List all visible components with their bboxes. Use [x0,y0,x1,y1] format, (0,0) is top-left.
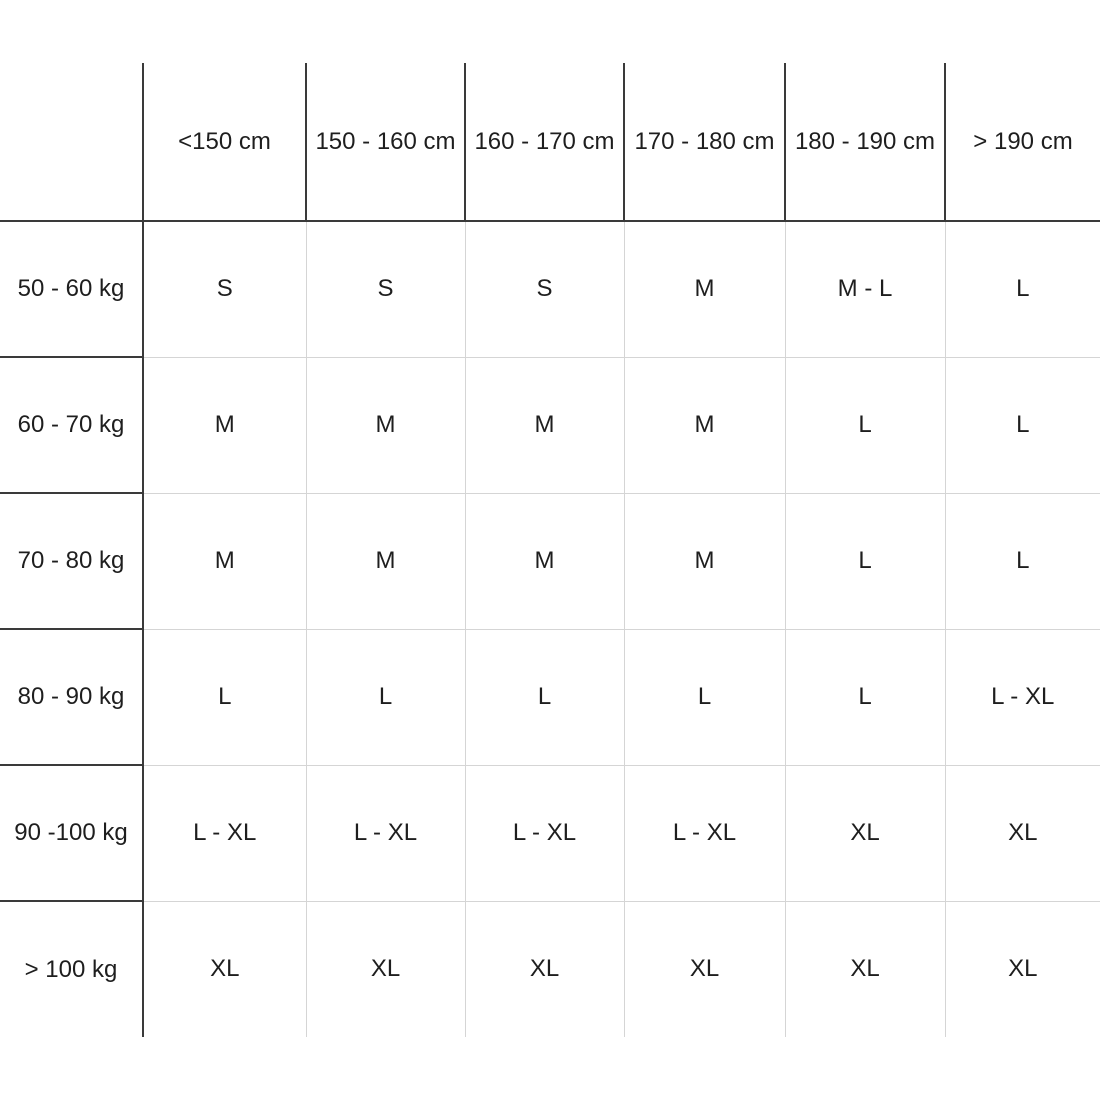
size-cell: XL [785,901,946,1037]
column-header-height: <150 cm [142,63,306,222]
size-cell: L - XL [945,629,1100,766]
row-header-weight: > 100 kg [0,901,144,1037]
size-cell: L - XL [465,765,625,902]
table-row: 50 - 60 kg S S S M M - L L [0,221,1100,358]
table-row: 70 - 80 kg M M M M L L [0,493,1100,630]
size-cell: M [624,221,786,358]
size-cell: S [306,221,466,358]
corner-cell [0,63,143,222]
column-header-height: 160 - 170 cm [464,63,624,222]
size-cell: L [624,629,786,766]
size-cell: L [785,493,946,630]
size-cell: M [624,357,786,494]
column-header-height: 170 - 180 cm [623,63,785,222]
row-header-weight: 90 -100 kg [0,765,144,902]
size-cell: M [465,357,625,494]
size-cell: M [143,493,307,630]
column-header-height: 150 - 160 cm [305,63,465,222]
size-cell: L [785,357,946,494]
size-cell: XL [465,901,625,1037]
table-row: 60 - 70 kg M M M M L L [0,357,1100,494]
size-cell: M [624,493,786,630]
header-row: <150 cm 150 - 160 cm 160 - 170 cm 170 - … [0,63,1100,222]
table-row: 80 - 90 kg L L L L L L - XL [0,629,1100,766]
row-header-weight: 50 - 60 kg [0,221,144,358]
size-cell: M [306,493,466,630]
size-cell: L [945,221,1100,358]
row-header-weight: 80 - 90 kg [0,629,144,766]
size-cell: L [306,629,466,766]
column-header-height: > 190 cm [944,63,1100,222]
size-cell: L [945,493,1100,630]
column-header-height: 180 - 190 cm [784,63,945,222]
size-cell: L - XL [306,765,466,902]
size-cell: S [465,221,625,358]
size-cell: XL [785,765,946,902]
size-cell: XL [306,901,466,1037]
size-cell: M - L [785,221,946,358]
size-cell: XL [945,765,1100,902]
size-cell: L [945,357,1100,494]
table-row: 90 -100 kg L - XL L - XL L - XL L - XL X… [0,765,1100,902]
size-cell: M [306,357,466,494]
size-cell: XL [624,901,786,1037]
size-cell: L - XL [624,765,786,902]
size-cell: L [785,629,946,766]
size-cell: L - XL [143,765,307,902]
row-header-weight: 60 - 70 kg [0,357,144,494]
size-chart: <150 cm 150 - 160 cm 160 - 170 cm 170 - … [0,63,1100,1037]
size-cell: S [143,221,307,358]
row-header-weight: 70 - 80 kg [0,493,144,630]
size-cell: L [143,629,307,766]
size-cell: L [465,629,625,766]
size-cell: M [465,493,625,630]
size-cell: XL [1008,955,1038,983]
table-row: > 100 kg XL XL XL XL XL XL [0,901,1100,1037]
size-chart-table: <150 cm 150 - 160 cm 160 - 170 cm 170 - … [0,63,1100,1037]
size-cell: M [143,357,307,494]
size-cell: XL [143,901,307,1037]
